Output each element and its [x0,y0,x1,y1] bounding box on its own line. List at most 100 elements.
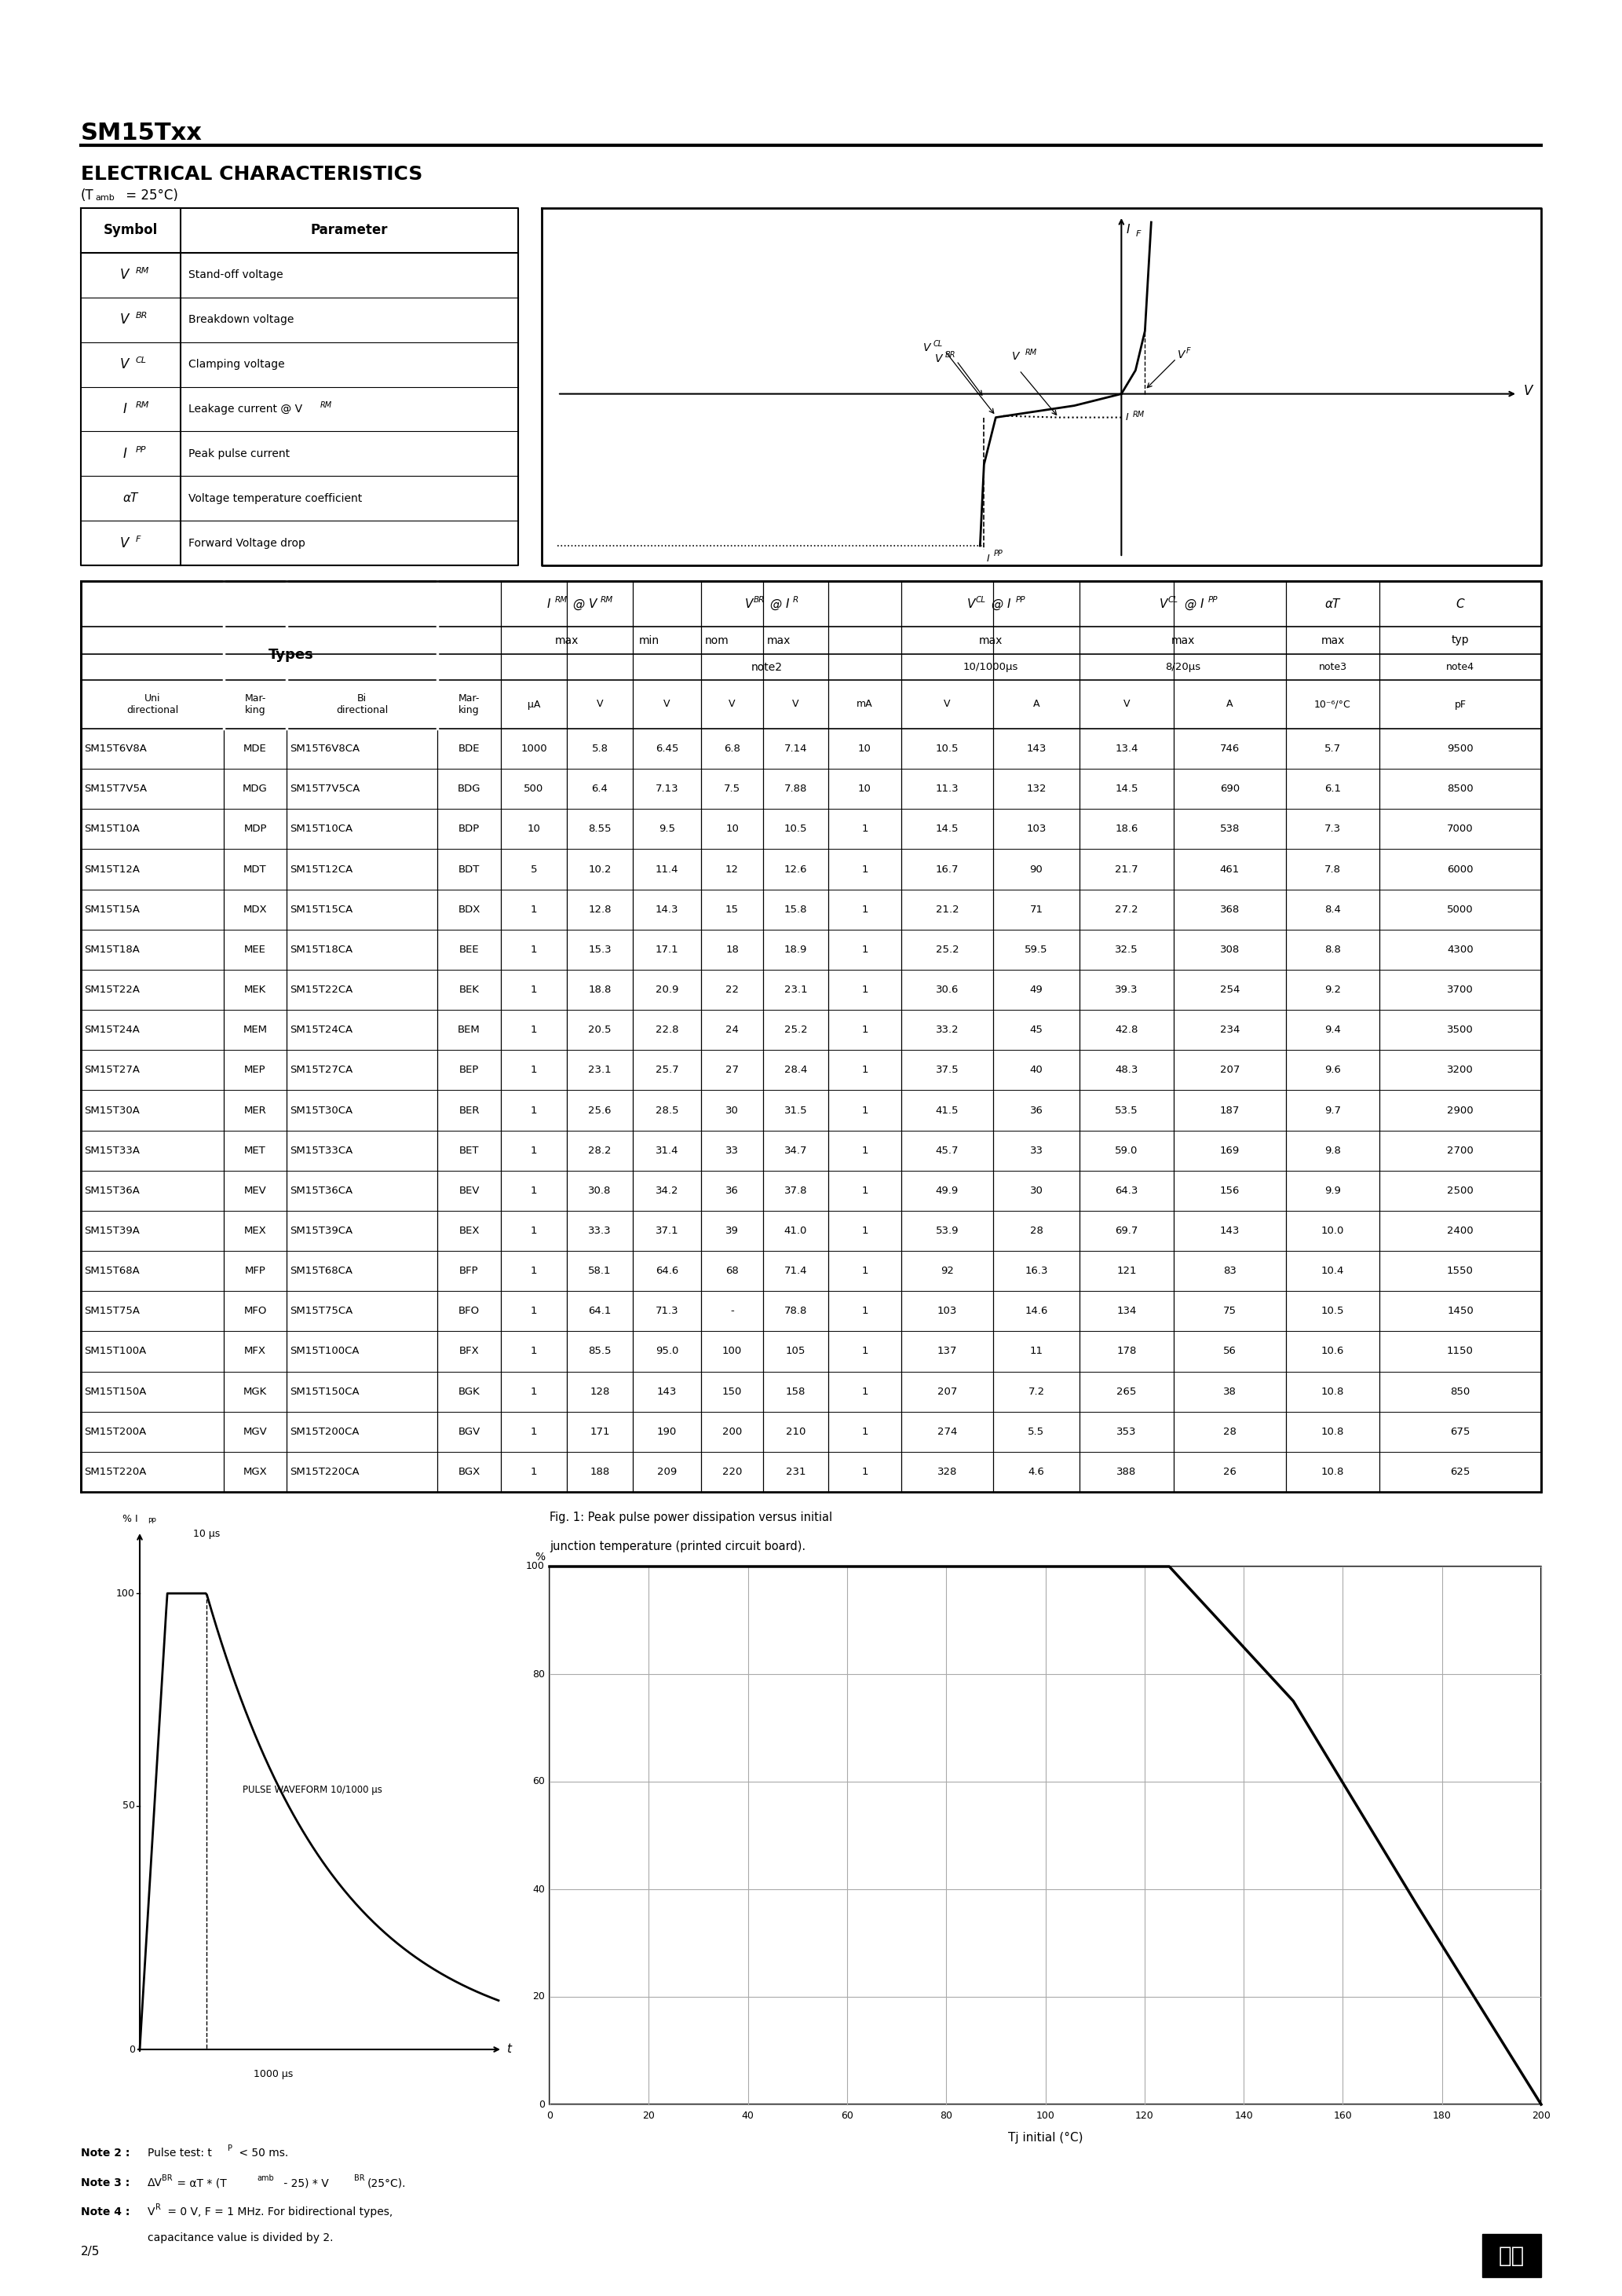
Text: 1: 1 [861,944,868,955]
Text: 2900: 2900 [1447,1104,1473,1116]
Text: 7.2: 7.2 [1028,1387,1045,1396]
Text: 1: 1 [530,1467,537,1476]
Text: BDE: BDE [459,744,480,753]
Text: 40: 40 [1030,1065,1043,1075]
Text: max: max [978,636,1002,645]
Text: MER: MER [243,1104,266,1116]
Text: 1: 1 [861,1426,868,1437]
Text: 40: 40 [532,1885,545,1894]
Text: 100: 100 [722,1345,741,1357]
Text: 10.0: 10.0 [1322,1226,1345,1235]
Text: 171: 171 [590,1426,610,1437]
Text: SM15T100A: SM15T100A [84,1345,146,1357]
Text: BGX: BGX [457,1467,480,1476]
Text: Clamping voltage: Clamping voltage [188,358,285,370]
Text: 1: 1 [530,1387,537,1396]
Text: typ: typ [1452,636,1470,645]
Text: BEK: BEK [459,985,478,994]
Text: I: I [547,597,551,611]
Text: 8.4: 8.4 [1325,905,1341,914]
Text: 56: 56 [1223,1345,1236,1357]
Text: ΔV: ΔV [148,2177,162,2188]
Text: 8.55: 8.55 [589,824,611,833]
Text: 1: 1 [861,1104,868,1116]
Text: SM15T18A: SM15T18A [84,944,139,955]
Text: Symbol: Symbol [104,223,157,236]
Text: 388: 388 [1116,1467,1137,1476]
Text: SM15T75CA: SM15T75CA [290,1306,352,1316]
Text: 39.3: 39.3 [1114,985,1139,994]
Text: 31.5: 31.5 [783,1104,808,1116]
Text: SM15T7V5CA: SM15T7V5CA [290,783,360,794]
Text: 169: 169 [1220,1146,1239,1155]
Text: 8/20μs: 8/20μs [1165,661,1200,673]
Text: SM15T75A: SM15T75A [84,1306,139,1316]
Text: 85.5: 85.5 [589,1345,611,1357]
Text: 71.4: 71.4 [783,1265,808,1277]
Text: V: V [1124,700,1131,709]
Text: 33: 33 [1030,1146,1043,1155]
Text: 15: 15 [725,905,738,914]
Text: BGK: BGK [457,1387,480,1396]
Text: BR: BR [754,597,766,604]
Text: 37.5: 37.5 [936,1065,959,1075]
Text: V: V [793,700,800,709]
Text: 80: 80 [532,1669,545,1678]
Text: 16.3: 16.3 [1025,1265,1048,1277]
Text: note2: note2 [751,661,783,673]
Text: BEX: BEX [459,1226,480,1235]
Text: max: max [767,636,792,645]
Text: MDP: MDP [243,824,266,833]
Text: 1: 1 [861,1345,868,1357]
Text: SM15T12CA: SM15T12CA [290,863,352,875]
Text: Bi
directional: Bi directional [336,693,388,716]
Text: 2/5: 2/5 [81,2245,101,2257]
Text: SM15T39CA: SM15T39CA [290,1226,352,1235]
Text: 23.1: 23.1 [783,985,808,994]
Text: V: V [936,354,942,365]
Text: Leakage current @ V: Leakage current @ V [188,404,302,416]
Text: 15.3: 15.3 [589,944,611,955]
Text: 10: 10 [527,824,540,833]
Text: MEV: MEV [243,1185,266,1196]
Text: 8500: 8500 [1447,783,1473,794]
Text: 500: 500 [524,783,543,794]
Text: 5.8: 5.8 [592,744,608,753]
Text: 1: 1 [861,1146,868,1155]
Text: 746: 746 [1220,744,1239,753]
Text: 9.9: 9.9 [1325,1185,1341,1196]
Text: RM: RM [1025,349,1036,356]
Text: 18.8: 18.8 [589,985,611,994]
Text: PP: PP [1208,597,1218,604]
Text: 10: 10 [725,824,738,833]
Text: 50: 50 [123,1800,135,1812]
Text: F: F [1135,230,1140,239]
Text: 25.7: 25.7 [655,1065,678,1075]
Text: 5.5: 5.5 [1028,1426,1045,1437]
Text: 7.5: 7.5 [723,783,740,794]
Text: 22.8: 22.8 [655,1024,678,1035]
Text: = 0 V, F = 1 MHz. For bidirectional types,: = 0 V, F = 1 MHz. For bidirectional type… [164,2206,393,2218]
Text: MFX: MFX [245,1345,266,1357]
Text: MEM: MEM [243,1024,268,1035]
Text: 160: 160 [1333,2110,1353,2122]
Text: 11: 11 [1030,1345,1043,1357]
Text: min: min [639,636,660,645]
Text: 9.4: 9.4 [1325,1024,1341,1035]
Text: R: R [793,597,798,604]
Text: I: I [123,448,127,461]
Text: MEE: MEE [245,944,266,955]
Text: 25.6: 25.6 [589,1104,611,1116]
Text: (T: (T [81,188,94,202]
Text: 1: 1 [530,1345,537,1357]
Text: 234: 234 [1220,1024,1239,1035]
Text: 8.8: 8.8 [1325,944,1341,955]
Text: 42.8: 42.8 [1114,1024,1139,1035]
Text: 1: 1 [861,905,868,914]
Text: 128: 128 [590,1387,610,1396]
Text: 1: 1 [530,1306,537,1316]
Text: @ I: @ I [988,597,1011,611]
Text: 32.5: 32.5 [1114,944,1139,955]
Text: 10.2: 10.2 [589,863,611,875]
Text: 9.8: 9.8 [1325,1146,1341,1155]
